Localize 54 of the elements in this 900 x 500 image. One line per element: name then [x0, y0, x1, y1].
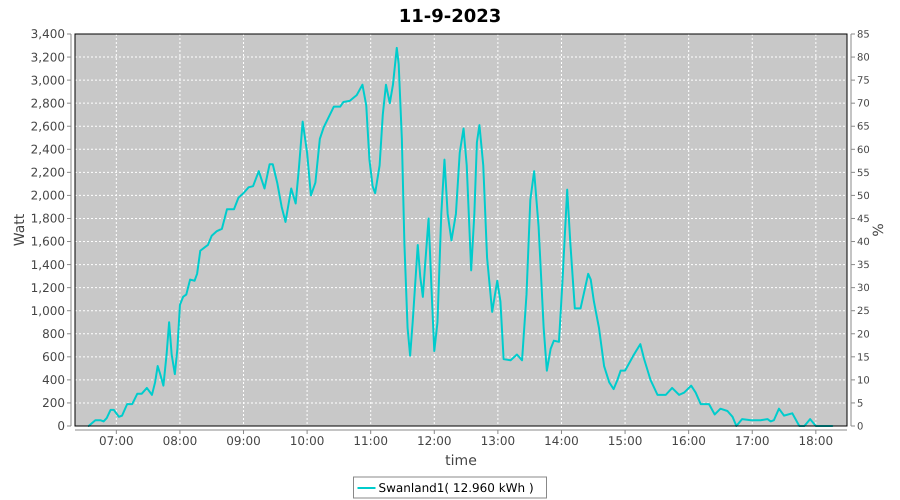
y2-tick-label: 65	[857, 122, 870, 133]
y2-tick-label: 45	[857, 214, 870, 225]
y-tick-label: 2,600	[30, 119, 65, 134]
y2-tick-label: 5	[857, 398, 864, 410]
x-tick-label: 15:00	[608, 434, 642, 448]
y2-tick-label: 85	[857, 30, 870, 40]
legend-label: Swanland1( 12.960 kWh )	[378, 481, 534, 496]
y-tick-label: 2,000	[30, 188, 65, 203]
y-tick-label: 1,400	[30, 258, 65, 272]
y-tick-label: 2,400	[30, 142, 65, 156]
y2-tick-label: 70	[857, 98, 870, 110]
y-tick-label: 0	[57, 419, 65, 434]
y-tick-label: 800	[42, 326, 65, 341]
chart-title: 11-9-2023	[398, 6, 502, 27]
y2-tick-label: 40	[857, 237, 870, 248]
x-tick-label: 12:00	[416, 434, 452, 448]
y-tick-label: 1,600	[30, 234, 65, 249]
y-tick-label: 1,200	[30, 280, 65, 295]
y2-tick-label: 20	[857, 329, 870, 340]
x-tick-label: 09:00	[226, 434, 261, 448]
x-tick-label: 08:00	[162, 434, 198, 448]
y-tick-label: 3,200	[30, 50, 65, 64]
y2-tick-label: 25	[857, 306, 870, 318]
y-tick-label: 2,800	[30, 96, 65, 110]
y2-tick-label: 30	[857, 283, 870, 294]
y2-tick-label: 60	[857, 144, 870, 156]
y2-tick-label: 35	[857, 260, 870, 272]
x-tick-label: 17:00	[734, 434, 770, 448]
x-tick-label: 13:00	[480, 434, 516, 448]
x-axis-title: time	[445, 453, 477, 469]
y2-tick-label: 15	[857, 352, 870, 364]
y-axis-title: Watt	[12, 213, 28, 246]
x-tick-label: 14:00	[544, 434, 579, 448]
y-tick-label: 200	[42, 396, 65, 410]
y2-tick-label: 0	[857, 422, 864, 432]
y-tick-label: 3,000	[30, 73, 65, 88]
y2-tick-label: 80	[857, 52, 870, 64]
y2-tick-label: 55	[857, 168, 870, 179]
x-tick-label: 11:00	[353, 434, 388, 448]
line-series	[88, 46, 834, 427]
y-tick-label: 400	[42, 373, 65, 388]
y-tick-label: 1,000	[30, 304, 65, 318]
y-tick-label: 2,200	[30, 166, 65, 180]
y-tick-label: 1,800	[30, 212, 65, 226]
y-tick-label: 3,400	[30, 27, 65, 42]
x-tick-label: 07:00	[99, 434, 134, 448]
y2-tick-label: 50	[857, 190, 870, 202]
y2-tick-label: 75	[857, 76, 870, 87]
x-tick-label: 16:00	[671, 434, 706, 448]
x-tick-label: 18:00	[798, 434, 834, 448]
y2-tick-label: 10	[857, 375, 870, 386]
x-tick-label: 10:00	[290, 434, 324, 448]
y2-axis-title: %	[871, 223, 887, 237]
y-tick-label: 600	[42, 350, 65, 364]
